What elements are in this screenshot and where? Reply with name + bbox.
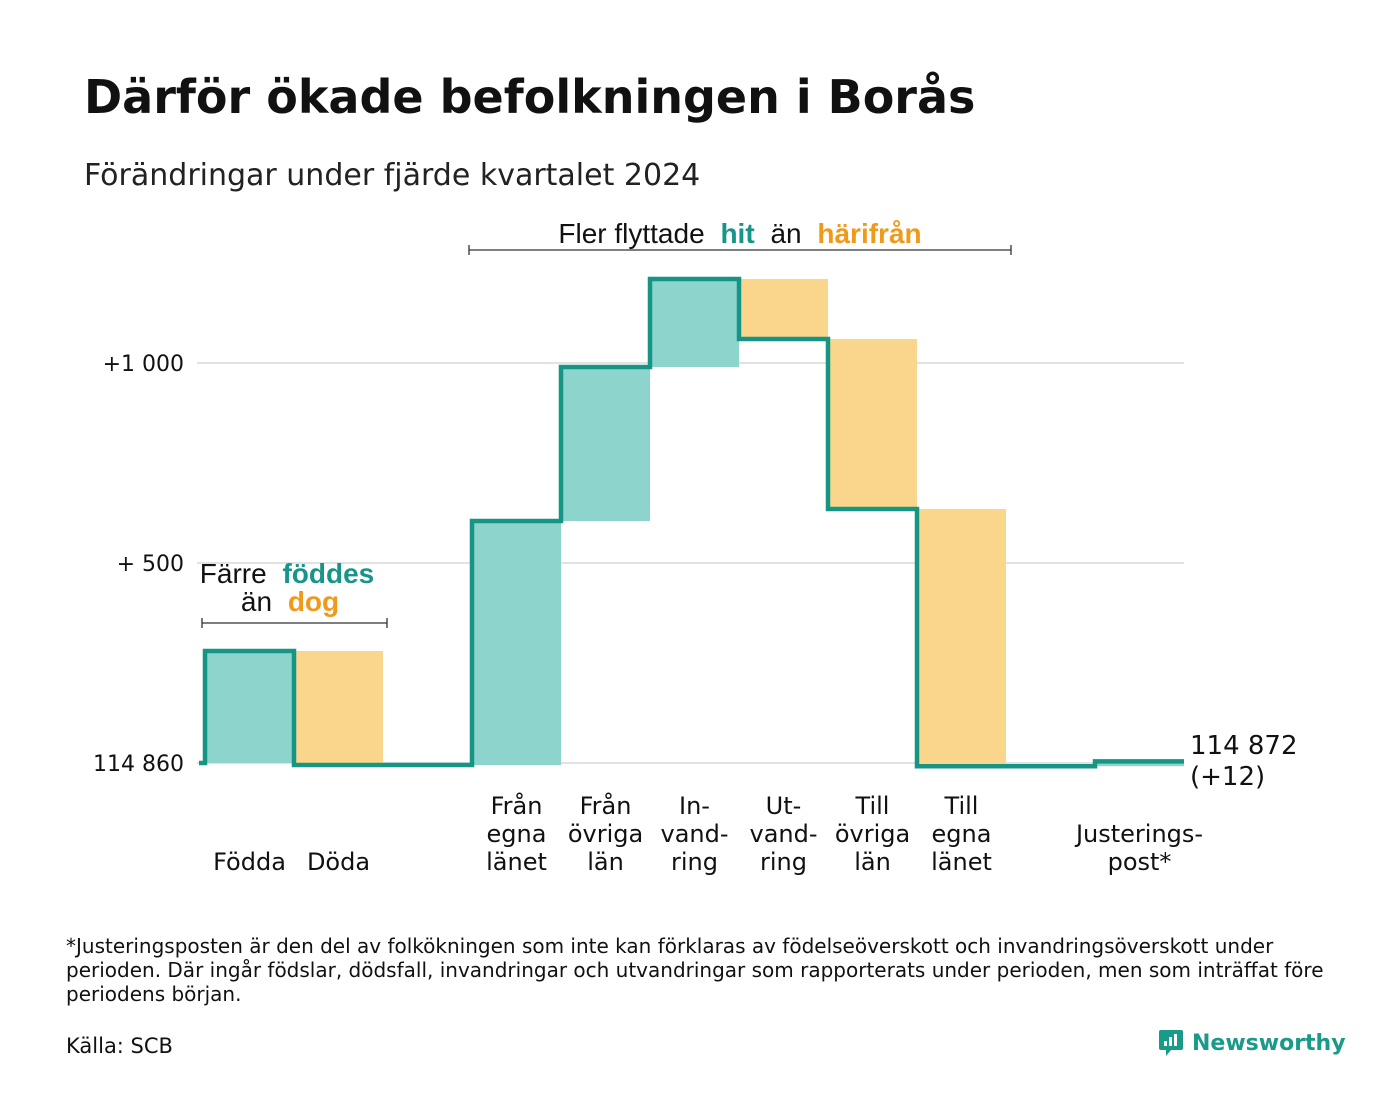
category-label-2-1: egna — [487, 820, 547, 848]
annotation-left-foddes: föddes — [282, 558, 374, 589]
annotation-top-hit: hit — [720, 218, 754, 249]
category-label-1-0: Döda — [307, 848, 370, 876]
bars — [205, 279, 1184, 767]
category-label-5-1: vand- — [749, 820, 817, 848]
category-label-7-0: Till — [944, 792, 979, 820]
category-label-7-2: länet — [931, 848, 992, 876]
category-label-3-2: län — [587, 848, 624, 876]
category-label-2-2: länet — [486, 848, 547, 876]
annotation-top-prefix: Fler flyttade — [558, 218, 704, 249]
annotation-top-mid: än — [770, 218, 801, 249]
annotation-left-dog: dog — [288, 586, 339, 617]
category-label-0-0: Födda — [213, 848, 286, 876]
annotation-top-harifran: härifrån — [817, 218, 921, 249]
end-change-label: (+12) — [1190, 762, 1265, 792]
y-axis-labels: 114 860 + 500 +1 000 — [93, 352, 184, 777]
bar-3 — [561, 367, 650, 521]
end-value-label: 114 872 — [1190, 731, 1298, 761]
y-tick-label-0: 114 860 — [93, 752, 184, 777]
category-label-8-0: Justerings- — [1074, 820, 1203, 848]
bar-6 — [828, 339, 917, 509]
annotation-left-prefix2: än — [241, 586, 272, 617]
chart-title: Därför ökade befolkningen i Borås — [84, 70, 976, 124]
category-label-6-0: Till — [855, 792, 890, 820]
bar-0 — [205, 651, 294, 763]
step-line-layer — [199, 276, 1184, 769]
annotation-left-prefix1: Färre — [200, 558, 267, 589]
category-labels: Födda DödaFrånegnalänetFrånövrigalänIn-va… — [213, 791, 1203, 876]
bar-7 — [917, 509, 1006, 767]
category-label-6-2: län — [854, 848, 891, 876]
bar-2 — [472, 521, 561, 765]
bar-5 — [739, 279, 828, 339]
brand-name: Newsworthy — [1192, 1030, 1346, 1056]
category-label-8-1: post* — [1108, 848, 1172, 876]
newsworthy-logo: Newsworthy — [1158, 1028, 1346, 1058]
bar-1 — [294, 651, 383, 765]
bar-4 — [650, 279, 739, 367]
footnote: *Justeringsposten är den del av folkökni… — [66, 934, 1324, 1006]
category-label-5-2: ring — [760, 848, 807, 876]
category-label-5-0: Ut- — [766, 792, 802, 820]
category-label-3-1: övriga — [568, 820, 643, 848]
chart-subtitle: Förändringar under fjärde kvartalet 2024 — [84, 158, 701, 193]
category-label-7-1: egna — [932, 820, 992, 848]
source-label: Källa: SCB — [66, 1034, 173, 1058]
category-label-3-0: Från — [580, 791, 632, 820]
y-tick-label-2: +1 000 — [103, 352, 184, 377]
newsworthy-logo-icon — [1159, 1030, 1183, 1056]
category-label-4-1: vand- — [660, 820, 728, 848]
svg-text:än dog: än dog — [241, 586, 339, 617]
category-label-4-2: ring — [671, 848, 718, 876]
svg-text:Fler flyttade hit: Fler flyttade hit än härifrån — [558, 218, 921, 249]
bar-8 — [1095, 761, 1184, 767]
annotation-migration: Fler flyttade hit än härifrån — [468, 218, 1012, 255]
annotation-births-deaths: Färre föddes än dog — [200, 558, 388, 628]
y-tick-label-1: + 500 — [117, 552, 184, 577]
category-label-4-0: In- — [679, 792, 710, 820]
waterfall-chart: 114 860+ 500+1 000 Födda DödaFrånegnaläne… — [93, 218, 1298, 876]
step-line — [199, 276, 1184, 769]
svg-text:Färre föddes: Färre föddes — [200, 558, 374, 589]
category-label-6-1: övriga — [835, 820, 910, 848]
category-label-2-0: Från — [491, 791, 543, 820]
